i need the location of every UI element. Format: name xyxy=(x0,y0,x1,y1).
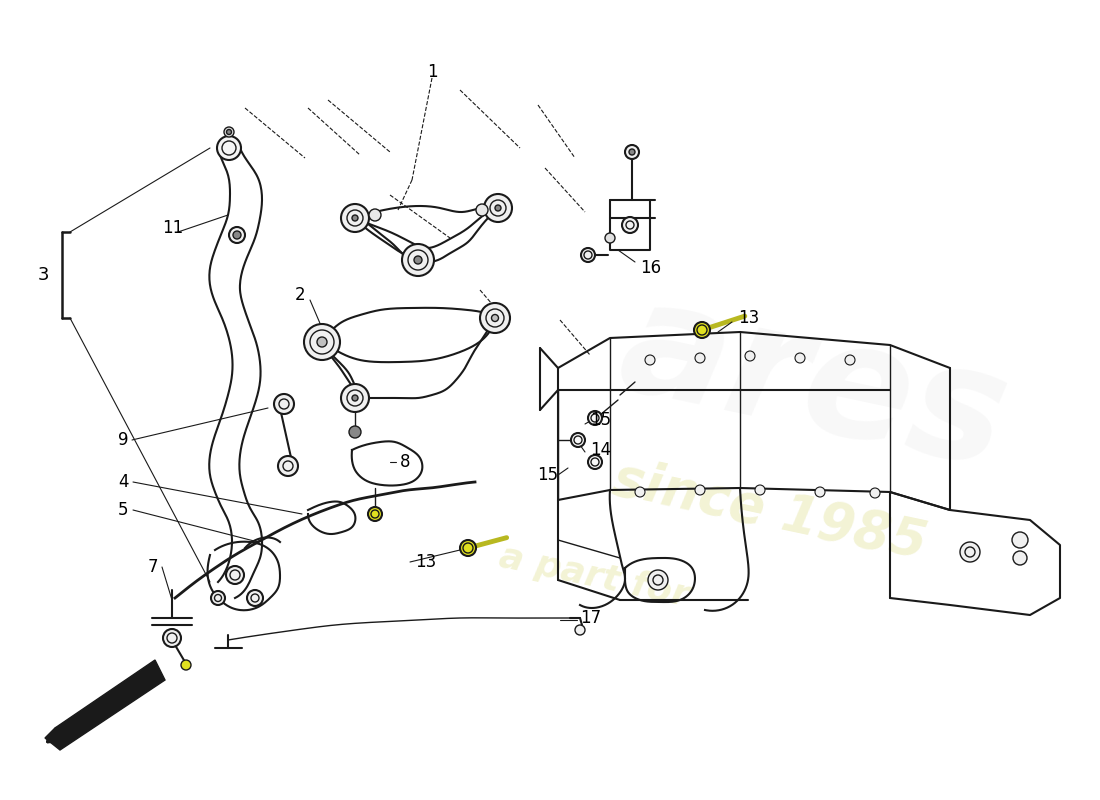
Text: 13: 13 xyxy=(738,309,759,327)
Text: 16: 16 xyxy=(640,259,661,277)
Text: 15: 15 xyxy=(590,411,612,429)
Text: since 1985: since 1985 xyxy=(608,454,932,570)
Circle shape xyxy=(484,194,512,222)
Circle shape xyxy=(625,145,639,159)
Circle shape xyxy=(480,303,510,333)
Text: 5: 5 xyxy=(118,501,129,519)
Text: a part for: a part for xyxy=(496,539,692,613)
Text: 11: 11 xyxy=(162,219,184,237)
Circle shape xyxy=(635,487,645,497)
Polygon shape xyxy=(45,660,165,750)
Circle shape xyxy=(870,488,880,498)
Circle shape xyxy=(571,433,585,447)
Text: 2: 2 xyxy=(295,286,306,304)
Text: 15: 15 xyxy=(537,466,558,484)
Circle shape xyxy=(248,590,263,606)
Circle shape xyxy=(795,353,805,363)
Circle shape xyxy=(621,217,638,233)
Text: 17: 17 xyxy=(580,609,601,627)
Circle shape xyxy=(495,205,500,211)
Circle shape xyxy=(492,314,498,322)
Circle shape xyxy=(226,566,244,584)
Circle shape xyxy=(211,591,226,605)
Text: ares: ares xyxy=(607,268,1021,500)
Circle shape xyxy=(341,204,368,232)
Circle shape xyxy=(629,149,635,155)
Circle shape xyxy=(274,394,294,414)
Circle shape xyxy=(1012,532,1028,548)
Circle shape xyxy=(217,136,241,160)
Circle shape xyxy=(278,456,298,476)
Text: 14: 14 xyxy=(590,441,612,459)
Circle shape xyxy=(575,625,585,635)
Circle shape xyxy=(227,130,231,134)
Circle shape xyxy=(695,485,705,495)
Circle shape xyxy=(845,355,855,365)
Text: 1: 1 xyxy=(427,63,438,81)
Circle shape xyxy=(755,485,764,495)
Text: 3: 3 xyxy=(39,266,50,284)
Circle shape xyxy=(229,227,245,243)
Circle shape xyxy=(588,455,602,469)
Text: 7: 7 xyxy=(148,558,158,576)
Circle shape xyxy=(304,324,340,360)
Circle shape xyxy=(460,540,476,556)
Circle shape xyxy=(588,411,602,425)
Circle shape xyxy=(368,507,382,521)
Circle shape xyxy=(694,322,710,338)
Circle shape xyxy=(317,337,327,347)
Text: 13: 13 xyxy=(415,553,437,571)
Circle shape xyxy=(352,215,358,221)
Circle shape xyxy=(648,570,668,590)
Circle shape xyxy=(960,542,980,562)
Circle shape xyxy=(645,355,654,365)
Circle shape xyxy=(815,487,825,497)
Circle shape xyxy=(414,256,422,264)
Circle shape xyxy=(695,353,705,363)
Circle shape xyxy=(233,231,241,239)
Circle shape xyxy=(581,248,595,262)
Circle shape xyxy=(349,426,361,438)
Circle shape xyxy=(605,233,615,243)
Text: 9: 9 xyxy=(118,431,129,449)
Circle shape xyxy=(1013,551,1027,565)
Text: 4: 4 xyxy=(118,473,129,491)
Circle shape xyxy=(341,384,368,412)
Circle shape xyxy=(352,395,358,401)
Circle shape xyxy=(163,629,182,647)
Circle shape xyxy=(224,127,234,137)
Circle shape xyxy=(402,244,434,276)
Circle shape xyxy=(182,660,191,670)
Circle shape xyxy=(476,204,488,216)
Circle shape xyxy=(745,351,755,361)
Text: 8: 8 xyxy=(400,453,410,471)
Circle shape xyxy=(368,209,381,221)
